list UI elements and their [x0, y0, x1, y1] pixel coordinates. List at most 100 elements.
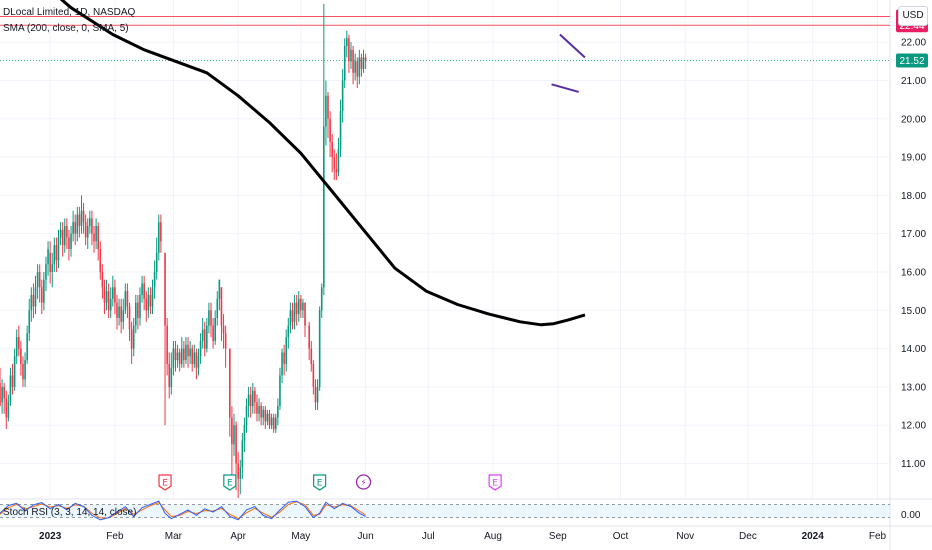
candle-body — [312, 363, 315, 387]
candle-body — [300, 298, 302, 311]
candle — [34, 275, 37, 315]
candle-body — [350, 49, 352, 62]
x-tick-label: Nov — [676, 531, 694, 542]
price-axis[interactable]: 11.00 12.00 13.00 14.00 15.00 16.00 17.00 18.00… — [901, 38, 926, 521]
candle — [43, 271, 45, 311]
event-marker: E — [313, 474, 327, 491]
candle-body — [218, 279, 221, 299]
x-tick-label: Feb — [869, 531, 887, 542]
currency-button[interactable]: USD — [898, 6, 928, 26]
candle — [229, 348, 231, 437]
candle — [339, 99, 342, 158]
candle-body — [147, 294, 150, 311]
candle — [118, 298, 120, 326]
candle-body — [339, 111, 342, 150]
candle-body — [124, 291, 127, 311]
event-marker: ⚡ — [355, 474, 372, 490]
time-axis[interactable]: 2023 Feb Mar Apr May Jun Jul Aug Sep Oct Nov Dec 202… — [39, 531, 887, 542]
y-tick-label: 22.00 — [901, 38, 926, 49]
candle — [86, 218, 89, 249]
candle-body — [134, 302, 137, 326]
candle — [103, 279, 106, 315]
candle — [206, 317, 208, 353]
candle-body — [208, 310, 210, 326]
candle-body — [80, 210, 83, 227]
candle — [1, 379, 3, 414]
candle — [38, 264, 41, 303]
candle-body — [1, 386, 3, 403]
candle — [197, 348, 200, 376]
candle — [214, 310, 216, 345]
candle — [293, 294, 296, 330]
earnings-icon — [313, 474, 327, 491]
x-tick-label: Apr — [230, 531, 246, 542]
candle — [141, 275, 143, 303]
candle — [283, 344, 285, 376]
candle — [134, 294, 137, 334]
candle-body — [13, 356, 16, 387]
candle — [310, 340, 313, 372]
event-label: E — [492, 479, 498, 489]
candle-body — [277, 406, 279, 418]
sma-legend[interactable]: SMA (200, close, 0, SMA, 5) — [3, 23, 129, 34]
candle — [256, 394, 258, 422]
event-marker: E — [488, 474, 502, 491]
candle-body — [24, 360, 26, 380]
candle — [20, 340, 22, 376]
candle-body — [155, 252, 158, 272]
candle-body — [348, 38, 350, 62]
candle — [137, 294, 139, 330]
candle — [358, 49, 361, 85]
candle-body — [141, 283, 143, 295]
candle-body — [197, 356, 200, 368]
candle — [53, 237, 56, 272]
candle-body — [66, 226, 68, 238]
candle — [199, 333, 202, 364]
candle-body — [128, 306, 131, 330]
candle-body — [210, 310, 212, 326]
candle — [201, 317, 204, 349]
candle — [191, 344, 194, 372]
y-tick-label: 15.00 — [901, 306, 926, 317]
candle-body — [237, 463, 239, 479]
y-tick-label: 20.00 — [901, 114, 926, 125]
candle — [95, 218, 97, 249]
y-tick-label: 17.00 — [901, 229, 926, 240]
x-tick-label: Aug — [484, 531, 502, 542]
candle-body — [352, 49, 354, 73]
stoch-rsi-legend[interactable]: Stoch RSI (3, 3, 14, 14, close) — [3, 507, 137, 518]
candle-body — [241, 440, 244, 468]
candle-body — [176, 352, 179, 361]
candle-body — [289, 310, 292, 326]
candle — [304, 302, 306, 338]
candle-body — [20, 348, 22, 364]
candle — [266, 409, 269, 426]
price-tag-bg — [896, 53, 928, 68]
candle — [335, 153, 338, 181]
candle — [74, 214, 77, 246]
candle-body — [331, 141, 333, 158]
candle — [114, 279, 116, 315]
sma-line — [59, 0, 586, 327]
candle — [185, 337, 187, 364]
candle-body — [28, 310, 31, 334]
candle-body — [180, 348, 183, 364]
candle-body — [78, 214, 81, 227]
candle — [26, 325, 28, 364]
candle-body — [5, 398, 8, 418]
candle-body — [229, 348, 231, 418]
candle — [89, 210, 91, 234]
candle — [157, 214, 160, 261]
candle-body — [49, 252, 51, 272]
candle — [130, 321, 133, 364]
candle — [47, 241, 49, 276]
candle-body — [314, 386, 317, 403]
candle — [97, 222, 99, 261]
candle — [187, 337, 189, 368]
candle-body — [235, 425, 237, 464]
candle-body — [216, 298, 219, 318]
candle — [164, 252, 166, 426]
candle-body — [362, 57, 365, 69]
